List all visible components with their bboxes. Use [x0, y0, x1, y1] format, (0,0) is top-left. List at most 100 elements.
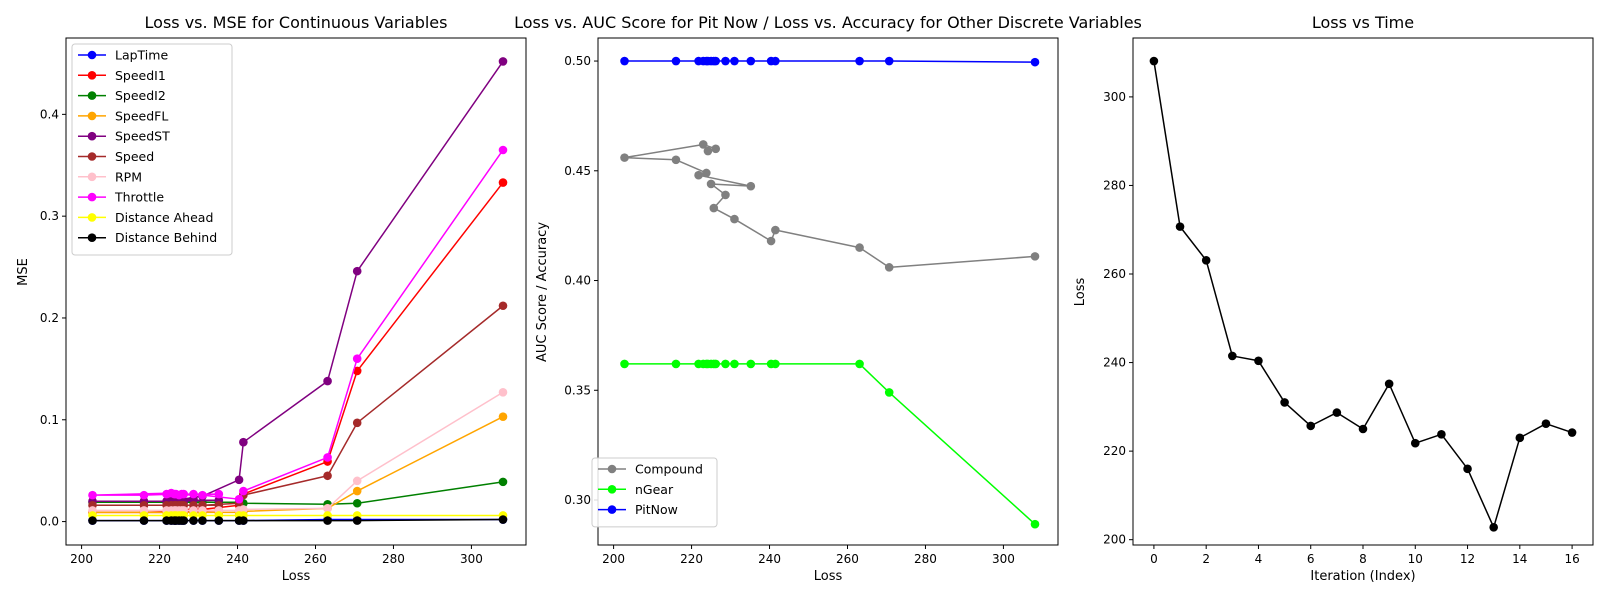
mse-point-speed [498, 301, 508, 311]
mse-point-rpm [498, 387, 508, 397]
mse-legend-marker-distance-ahead [87, 213, 97, 222]
loss-time-point-loss [1489, 522, 1498, 532]
loss-time-xtick-label: 2 [1202, 552, 1210, 566]
mse-point-speedst [352, 266, 362, 276]
mse-point-distance-behind [179, 516, 189, 525]
loss-time-xtick-label: 6 [1307, 552, 1315, 566]
auc-xtick-label: 260 [836, 552, 859, 566]
auc-xtick-label: 280 [914, 552, 937, 566]
auc-point-compound [709, 203, 719, 213]
loss-time-xtick-label: 4 [1255, 552, 1263, 566]
mse-point-distance-behind [323, 516, 332, 525]
auc-point-ngear [730, 359, 739, 369]
auc-point-pitnow [884, 56, 894, 66]
auc-point-ngear [721, 359, 730, 369]
mse-point-throttle [352, 354, 362, 363]
mse-legend-label-speed: Speed [115, 149, 154, 164]
mse-legend-label-laptime: LapTime [115, 48, 168, 63]
mse-point-speedi2 [352, 498, 362, 508]
loss-time-chart-ticks: 0 2 4 6 8 10 12 14 16 200 220 240 260 280 300 [1103, 90, 1580, 566]
mse-point-throttle [498, 145, 508, 155]
loss-time-chart-frame [1132, 37, 1594, 546]
auc-point-pitnow [1030, 57, 1040, 67]
loss-time-point-loss [1567, 428, 1577, 437]
auc-chart-legend: Compound nGear PitNow [591, 457, 718, 528]
auc-point-ngear [884, 388, 894, 397]
auc-point-ngear [671, 359, 681, 369]
mse-legend-label-throttle: Throttle [114, 190, 164, 205]
auc-xtick-label: 200 [602, 552, 625, 566]
mse-point-throttle [234, 494, 244, 504]
loss-time-xtick-label: 14 [1512, 552, 1527, 566]
auc-legend-label-compound: Compound [635, 462, 703, 477]
loss-time-point-loss [1515, 433, 1525, 443]
mse-point-speedfl [352, 486, 362, 496]
mse-chart-panel: Loss vs. MSE for Continuous Variables Lo… [16, 13, 527, 584]
auc-point-compound [721, 190, 730, 200]
mse-point-speedi2 [498, 477, 508, 487]
auc-point-compound [746, 181, 756, 191]
mse-point-throttle [179, 489, 189, 499]
loss-time-point-loss [1437, 430, 1446, 439]
auc-chart-plot-area [620, 56, 1040, 529]
auc-point-ngear [711, 359, 721, 369]
mse-ytick-label: 0.1 [40, 413, 59, 427]
auc-point-pitnow [730, 56, 739, 66]
mse-legend-marker-speed [87, 152, 97, 161]
mse-point-speedst [239, 437, 248, 447]
mse-chart-plot-area [88, 57, 508, 525]
mse-point-distance-behind [88, 516, 97, 525]
mse-legend-label-speedi2: SpeedI2 [115, 88, 166, 103]
loss-time-point-loss [1410, 438, 1420, 448]
auc-point-compound [766, 236, 776, 246]
auc-point-compound [694, 170, 703, 180]
mse-chart-ticks: 200 220 240 260 280 300 0.0 0.1 0.2 0.3 0.4 [40, 107, 483, 566]
auc-ytick-label: 0.30 [564, 493, 591, 507]
loss-time-point-loss [1358, 424, 1368, 434]
loss-time-point-loss [1201, 255, 1211, 265]
auc-point-compound [771, 225, 780, 235]
loss-time-ytick-label: 240 [1103, 356, 1126, 370]
mse-chart-xlabel: Loss [282, 569, 311, 584]
mse-legend-marker-speedst [87, 131, 97, 141]
mse-legend-marker-speedi1 [87, 71, 97, 80]
auc-legend-marker-ngear [607, 485, 617, 494]
auc-point-compound [671, 155, 681, 165]
auc-point-pitnow [703, 56, 713, 66]
mse-point-distance-behind [498, 515, 508, 524]
mse-legend-label-distance-behind: Distance Behind [115, 230, 217, 245]
auc-xtick-label: 220 [680, 552, 703, 566]
mse-point-distance-behind [198, 516, 207, 525]
loss-time-point-loss [1332, 408, 1342, 417]
mse-point-distance-behind [352, 516, 362, 525]
mse-point-distance-behind [214, 516, 224, 525]
auc-chart-frame [597, 37, 1059, 546]
mse-point-speed [323, 471, 332, 481]
auc-point-pitnow [746, 56, 756, 66]
auc-point-pitnow [766, 56, 776, 66]
loss-time-xtick-label: 0 [1150, 552, 1158, 566]
mse-legend-marker-rpm [87, 172, 97, 182]
loss-time-point-loss [1384, 379, 1394, 389]
auc-point-compound [698, 140, 708, 149]
auc-chart-ticks: 200 220 240 260 280 300 0.30 0.35 0.40 0.45 0.50 [564, 54, 1015, 566]
loss-time-point-loss [1280, 398, 1289, 407]
auc-ytick-label: 0.45 [564, 164, 591, 178]
auc-chart-xlabel: Loss [814, 569, 843, 584]
loss-time-chart-plot-area [1149, 56, 1577, 532]
auc-chart-ylabel: AUC Score / Accuracy [535, 222, 550, 362]
mse-point-speedi1 [352, 366, 362, 376]
auc-chart-title: Loss vs. AUC Score for Pit Now / Loss vs… [514, 13, 1142, 32]
auc-chart-panel: Loss vs. AUC Score for Pit Now / Loss vs… [514, 13, 1142, 584]
mse-legend-label-speedi1: SpeedI1 [115, 68, 166, 83]
auc-point-compound [730, 214, 739, 224]
auc-point-pitnow [855, 56, 864, 66]
mse-xtick-label: 260 [304, 552, 327, 566]
mse-chart-title: Loss vs. MSE for Continuous Variables [145, 13, 448, 32]
auc-point-ngear [855, 359, 864, 369]
mse-point-speed [352, 418, 362, 428]
loss-time-ytick-label: 220 [1103, 444, 1126, 458]
auc-point-pitnow [671, 56, 681, 66]
loss-time-ytick-label: 200 [1103, 533, 1126, 547]
